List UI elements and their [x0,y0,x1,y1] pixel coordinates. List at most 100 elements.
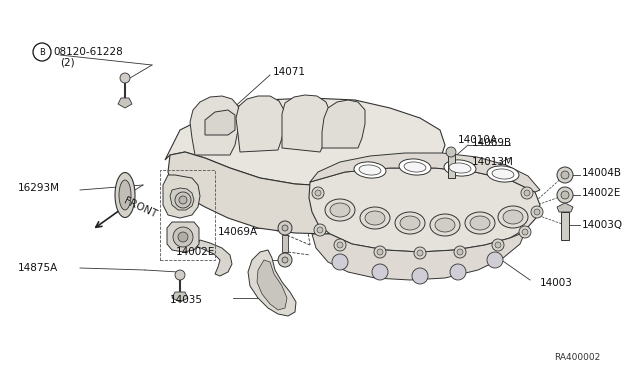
Text: B: B [39,48,45,57]
Polygon shape [165,98,445,186]
Text: RA400002: RA400002 [554,353,600,362]
Circle shape [531,206,543,218]
Ellipse shape [354,162,386,178]
Circle shape [521,187,533,199]
Circle shape [175,270,185,280]
Polygon shape [190,96,240,155]
Circle shape [377,249,383,255]
Polygon shape [322,100,365,148]
Polygon shape [167,222,199,252]
Polygon shape [257,260,287,310]
Circle shape [315,190,321,196]
Circle shape [519,226,531,238]
Ellipse shape [470,216,490,230]
Circle shape [120,73,130,83]
Circle shape [372,264,388,280]
Circle shape [278,221,292,235]
Text: 14875A: 14875A [18,263,58,273]
Circle shape [446,147,456,157]
Polygon shape [310,153,540,192]
Circle shape [175,192,191,208]
Circle shape [374,246,386,258]
Ellipse shape [399,159,431,175]
Circle shape [278,253,292,267]
Circle shape [492,239,504,251]
Circle shape [312,187,324,199]
Ellipse shape [360,207,390,229]
Circle shape [450,264,466,280]
Circle shape [557,167,573,183]
Text: (2): (2) [60,57,75,67]
Text: 14069A: 14069A [218,227,258,237]
Ellipse shape [503,210,523,224]
Ellipse shape [492,169,514,179]
Text: 14013M: 14013M [472,157,514,167]
Ellipse shape [119,180,131,210]
Circle shape [282,225,288,231]
Circle shape [417,250,423,256]
Text: FRONT: FRONT [122,196,158,220]
Circle shape [561,171,569,179]
Circle shape [282,257,288,263]
Polygon shape [312,232,525,280]
Polygon shape [561,212,569,240]
Text: 14069B: 14069B [472,138,512,148]
Text: 14035: 14035 [170,295,203,305]
Polygon shape [205,110,235,135]
Text: 14002E: 14002E [582,188,621,198]
Ellipse shape [115,173,135,218]
Circle shape [534,209,540,215]
Polygon shape [448,155,455,178]
Polygon shape [248,250,296,316]
Ellipse shape [435,218,455,232]
Circle shape [487,252,503,268]
Text: 08120-61228: 08120-61228 [53,47,123,57]
Polygon shape [282,235,288,252]
Text: 14010A: 14010A [458,135,498,145]
Ellipse shape [465,212,495,234]
Text: 14003Q: 14003Q [582,220,623,230]
Polygon shape [196,240,232,276]
Polygon shape [557,203,573,212]
Circle shape [524,190,530,196]
Text: 14071: 14071 [273,67,306,77]
Circle shape [317,227,323,233]
Circle shape [561,191,569,199]
Circle shape [334,239,346,251]
Ellipse shape [359,165,381,175]
Polygon shape [168,152,435,234]
Circle shape [522,229,528,235]
Circle shape [454,246,466,258]
Circle shape [557,187,573,203]
Text: 16293M: 16293M [18,183,60,193]
Ellipse shape [404,162,426,172]
Circle shape [332,254,348,270]
Circle shape [314,224,326,236]
Circle shape [178,232,188,242]
Ellipse shape [498,206,528,228]
Ellipse shape [365,211,385,225]
Text: 14002E: 14002E [176,247,216,257]
Polygon shape [236,96,284,152]
Ellipse shape [449,163,471,173]
Polygon shape [309,168,540,252]
Ellipse shape [487,166,519,182]
Polygon shape [118,98,132,108]
Circle shape [173,227,193,247]
Ellipse shape [430,214,460,236]
Circle shape [495,242,501,248]
Polygon shape [172,292,188,302]
Text: 14004B: 14004B [582,168,622,178]
Ellipse shape [330,203,350,217]
Circle shape [457,249,463,255]
Circle shape [337,242,343,248]
Ellipse shape [444,160,476,176]
Polygon shape [170,188,194,210]
Ellipse shape [400,216,420,230]
Circle shape [414,247,426,259]
Polygon shape [282,95,330,152]
Text: 14003: 14003 [540,278,573,288]
Polygon shape [163,175,200,218]
Circle shape [412,268,428,284]
Ellipse shape [395,212,425,234]
